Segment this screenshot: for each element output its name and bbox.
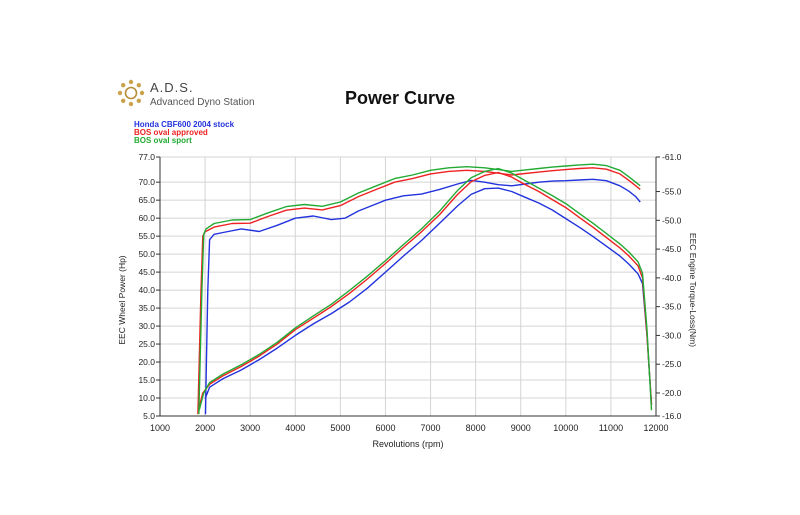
- y-tick-label: 70.0: [138, 177, 155, 187]
- torque-line-approved: [197, 171, 653, 411]
- x-tick-label: 4000: [285, 423, 305, 433]
- y2-tick-label: -50.0: [662, 215, 682, 225]
- x-tick-label: 12000: [643, 423, 668, 433]
- chart-axes: [156, 156, 660, 417]
- gear-emblem-icon: [117, 79, 145, 107]
- y2-tick-label: -20.0: [662, 388, 682, 398]
- y-tick-label: 40.0: [138, 285, 155, 295]
- y-axis-label: EEC Wheel Power (Hp): [117, 255, 127, 344]
- power-line-approved: [197, 167, 641, 415]
- y-tick-label: 60.0: [138, 213, 155, 223]
- y-tick-label: 50.0: [138, 249, 155, 259]
- x-tick-label: 6000: [375, 423, 395, 433]
- x-axis-label: Revolutions (rpm): [372, 439, 443, 449]
- y-tick-label: 35.0: [138, 303, 155, 313]
- x-tick-label: 9000: [511, 423, 531, 433]
- x-tick-label: 5000: [330, 423, 350, 433]
- legend-entry-sport: BOS oval sport: [134, 136, 192, 145]
- power-line-sport: [198, 163, 641, 415]
- y2-tick-label: -35.0: [662, 302, 682, 312]
- x-tick-label: 7000: [421, 423, 441, 433]
- y-tick-label: 65.0: [138, 195, 155, 205]
- y-tick-label: 20.0: [138, 357, 155, 367]
- y2-tick-label: -16.0: [662, 411, 682, 421]
- series-curves: [197, 163, 653, 415]
- x-tick-label: 8000: [466, 423, 486, 433]
- y2-tick-label: -30.0: [662, 330, 682, 340]
- legend-entry-approved: BOS oval approved: [134, 128, 208, 137]
- power-line-stock: [204, 178, 641, 415]
- y-tick-label: 77.0: [138, 152, 155, 162]
- tick-labels: 1000 2000 3000 4000 5000 6000 7000 8000 9000 1000…: [138, 152, 681, 433]
- y2-tick-label: -61.0: [662, 152, 682, 162]
- brand-short-name: A.D.S.: [150, 80, 194, 95]
- legend-entry-stock: Honda CBF600 2004 stock: [134, 120, 235, 129]
- y2-tick-label: -45.0: [662, 244, 682, 254]
- y2-tick-label: -25.0: [662, 359, 682, 369]
- chart-legend: Honda CBF600 2004 stock BOS oval approve…: [134, 121, 234, 145]
- torque-line-sport: [198, 167, 653, 411]
- y2-axis-label: EEC Engine Torque-Loss(Nm): [688, 233, 698, 347]
- x-tick-label: 10000: [553, 423, 578, 433]
- x-tick-label: 2000: [195, 423, 215, 433]
- y-tick-label: 30.0: [138, 321, 155, 331]
- y-tick-label: 10.0: [138, 393, 155, 403]
- y2-tick-label: -55.0: [662, 187, 682, 197]
- brand-full-name: Advanced Dyno Station: [150, 97, 255, 108]
- y2-tick-label: -40.0: [662, 273, 682, 283]
- y-tick-label: 25.0: [138, 339, 155, 349]
- chart-title: Power Curve: [344, 88, 456, 108]
- x-tick-label: 11000: [599, 423, 623, 433]
- x-tick-label: 3000: [240, 423, 260, 433]
- y-tick-label: 55.0: [138, 231, 155, 241]
- y-tick-label: 45.0: [138, 267, 155, 277]
- y-tick-label: 15.0: [138, 375, 155, 385]
- y-tick-label: 5.0: [143, 411, 155, 421]
- torque-line-stock: [204, 187, 653, 405]
- x-tick-label: 1000: [150, 423, 170, 433]
